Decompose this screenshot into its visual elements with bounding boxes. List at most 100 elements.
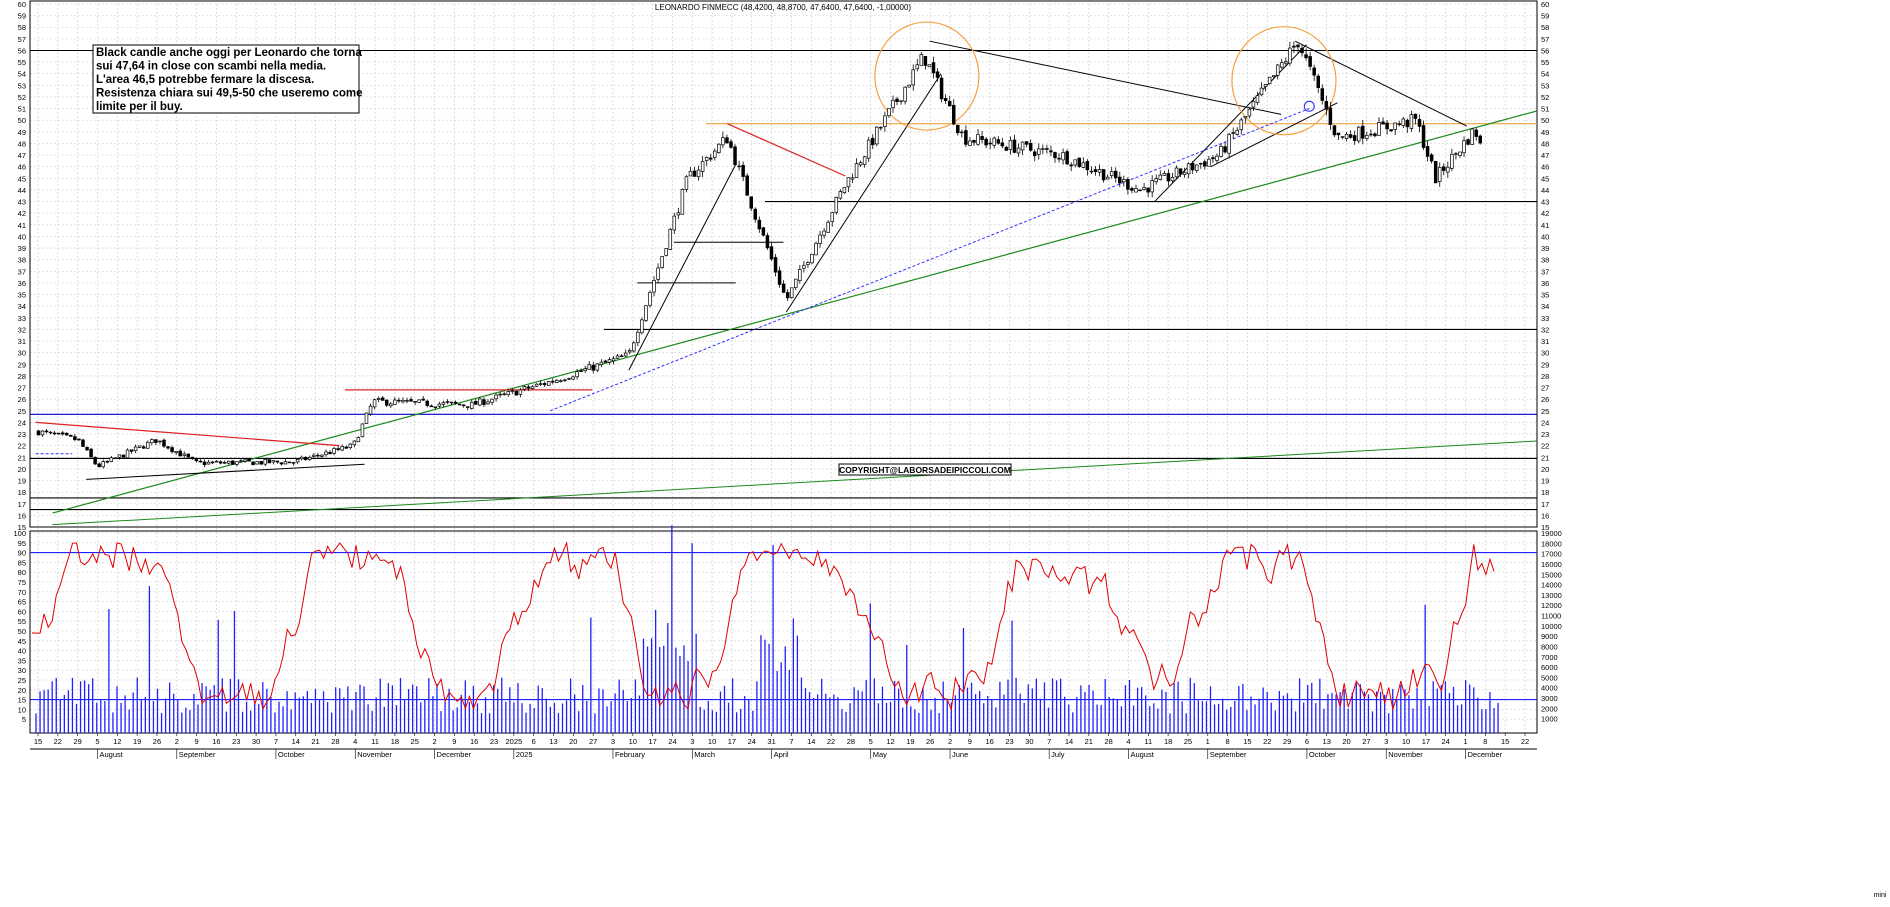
- candle-body-up: [1150, 180, 1154, 193]
- price-tick-label-left: 24: [18, 418, 26, 427]
- oscillator-line: [31, 540, 1495, 712]
- x-day-label: 19: [133, 737, 141, 746]
- candle-body-up: [332, 448, 336, 454]
- candle-body-up: [688, 171, 693, 177]
- osc-tick-label: 95: [18, 539, 26, 548]
- candle-body-down: [1421, 125, 1426, 148]
- candle-body-down: [1292, 45, 1296, 48]
- x-month-label: April: [774, 750, 789, 759]
- trendline-green-main: [52, 110, 1538, 514]
- candle-body-down: [765, 235, 770, 249]
- x-day-label: 12: [113, 737, 121, 746]
- candle-body-up: [1142, 187, 1146, 190]
- candle-body-down: [69, 434, 73, 437]
- price-tick-label-right: 52: [1541, 93, 1549, 102]
- x-day-label: 18: [391, 737, 399, 746]
- candle-body-up: [356, 437, 361, 443]
- x-day-label: 30: [252, 737, 260, 746]
- price-tick-label-left: 60: [18, 0, 26, 9]
- candle-body-up: [887, 108, 891, 117]
- candle-body-up: [992, 137, 996, 146]
- x-day-label: 9: [452, 737, 456, 746]
- x-day-label: 11: [1144, 737, 1152, 746]
- candle-body-down: [65, 432, 69, 436]
- price-tick-label-right: 39: [1541, 244, 1549, 253]
- price-tick-label-right: 36: [1541, 279, 1549, 288]
- trendline-black-top2: [1294, 40, 1467, 127]
- candle-body-down: [129, 449, 134, 452]
- candle-body-up: [109, 457, 114, 462]
- price-tick-label-left: 45: [18, 174, 26, 183]
- candle-body-up: [1263, 83, 1268, 88]
- x-day-label: 25: [1184, 737, 1192, 746]
- candle-body-down: [97, 463, 101, 468]
- candle-body-down: [190, 456, 195, 460]
- osc-tick-label: 30: [18, 666, 26, 675]
- price-tick-label-left: 34: [18, 302, 26, 311]
- price-tick-label-left: 19: [18, 477, 26, 486]
- x-month-label: February: [615, 750, 645, 759]
- price-panel-frame: [29, 0, 1538, 528]
- candle-body-up: [842, 187, 847, 194]
- candle-body-up: [308, 456, 312, 460]
- candle-body-up: [502, 393, 506, 396]
- x-day-label: 31: [767, 737, 775, 746]
- candle-body-up: [883, 115, 887, 128]
- x-day-label: 9: [195, 737, 199, 746]
- price-tick-label-left: 25: [18, 407, 26, 416]
- candle-body-up: [101, 461, 105, 468]
- candle-body-up: [623, 352, 628, 357]
- candle-body-up: [826, 221, 830, 233]
- candle-body-down: [1028, 142, 1033, 151]
- candle-body-up: [680, 188, 685, 215]
- annotation-line-5: limite per il buy.: [96, 101, 183, 113]
- x-day-label: 6: [1305, 737, 1309, 746]
- price-tick-label-right: 30: [1541, 349, 1549, 358]
- candle-body-down: [526, 386, 531, 389]
- volume-tick-label: 11000: [1541, 612, 1561, 621]
- x-axis-unit-label: mini: [1874, 892, 1887, 899]
- candle-body-down: [785, 292, 790, 299]
- candle-body-down: [162, 439, 166, 447]
- osc-tick-label: 80: [18, 568, 26, 577]
- candle-body-up: [794, 278, 798, 288]
- x-day-label: 10: [629, 737, 637, 746]
- candle-body-down: [1049, 150, 1053, 153]
- price-tick-label-right: 54: [1541, 70, 1549, 79]
- x-day-label: 1: [1206, 737, 1210, 746]
- candle-body-down: [231, 460, 235, 465]
- osc-tick-label: 55: [18, 617, 26, 626]
- candle-body-down: [708, 157, 713, 160]
- osc-tick-label: 40: [18, 647, 26, 656]
- candle-body-down: [36, 430, 41, 436]
- price-tick-label-right: 60: [1541, 0, 1549, 9]
- candle-body-up: [684, 176, 689, 190]
- candle-body-down: [287, 461, 292, 464]
- candle-body-up: [368, 405, 373, 415]
- volume-tick-label: 12000: [1541, 601, 1562, 610]
- x-day-label: 19: [906, 737, 914, 746]
- x-month-label: June: [952, 750, 968, 759]
- trendline-green-long: [52, 440, 1538, 526]
- candle-body-up: [1186, 163, 1191, 175]
- price-tick-label-left: 57: [18, 35, 26, 44]
- candle-body-up: [919, 54, 924, 66]
- price-tick-label-right: 34: [1541, 302, 1549, 311]
- candle-body-up: [1271, 75, 1276, 78]
- volume-tick-label: 16000: [1541, 560, 1562, 569]
- candle-body-down: [1466, 139, 1470, 145]
- x-month-label: November: [357, 750, 392, 759]
- candle-body-up: [1243, 116, 1248, 119]
- candle-body-up: [1219, 146, 1223, 157]
- candle-body-up: [486, 401, 490, 405]
- candle-body-down: [198, 460, 203, 463]
- candle-body-down: [777, 270, 782, 285]
- candle-body-down: [1369, 133, 1373, 136]
- candle-body-down: [1385, 122, 1389, 130]
- x-day-label: 23: [232, 737, 240, 746]
- candle-body-up: [389, 403, 393, 407]
- x-day-label: 17: [728, 737, 736, 746]
- candle-body-down: [1442, 166, 1446, 171]
- price-tick-label-left: 26: [18, 395, 26, 404]
